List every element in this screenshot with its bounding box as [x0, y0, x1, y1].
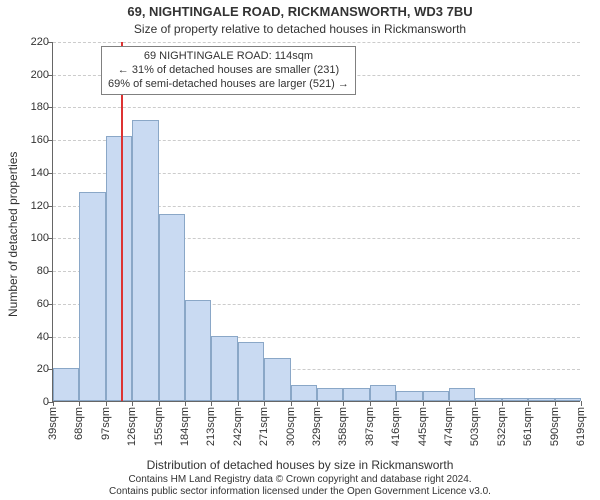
y-tick-label: 140: [31, 167, 53, 179]
x-tick-label: 155sqm: [153, 401, 165, 446]
x-axis-label: Distribution of detached houses by size …: [0, 458, 600, 472]
y-tick-label: 180: [31, 101, 53, 113]
x-tick-label: 445sqm: [417, 401, 429, 446]
x-tick-label: 213sqm: [205, 401, 217, 446]
annotation-line: ← 31% of detached houses are smaller (23…: [108, 64, 349, 78]
x-tick-label: 329sqm: [311, 401, 323, 446]
histogram-bar: [238, 342, 264, 401]
subject-property-marker: [121, 42, 123, 401]
x-tick-label: 561sqm: [522, 401, 534, 446]
chart-subtitle: Size of property relative to detached ho…: [0, 22, 600, 36]
annotation-box: 69 NIGHTINGALE ROAD: 114sqm← 31% of deta…: [101, 46, 356, 95]
x-tick-label: 358sqm: [337, 401, 349, 446]
x-tick-label: 97sqm: [100, 401, 112, 440]
histogram-bar: [53, 368, 79, 401]
y-tick-label: 40: [37, 331, 53, 343]
histogram-bar: [291, 385, 317, 401]
y-tick-label: 80: [37, 265, 53, 277]
histogram-bar: [79, 192, 105, 401]
histogram-bar: [396, 391, 422, 401]
footer: Contains HM Land Registry data © Crown c…: [0, 474, 600, 497]
y-tick-label: 20: [37, 363, 53, 375]
x-tick-label: 532sqm: [496, 401, 508, 446]
histogram-bar: [132, 120, 158, 401]
histogram-bar: [370, 385, 396, 401]
y-tick-label: 100: [31, 232, 53, 244]
x-tick-label: 126sqm: [126, 401, 138, 446]
x-tick-label: 503sqm: [469, 401, 481, 446]
histogram-bar: [449, 388, 475, 401]
x-tick-label: 300sqm: [285, 401, 297, 446]
x-tick-label: 590sqm: [549, 401, 561, 446]
histogram-bar: [423, 391, 449, 401]
x-tick-label: 68sqm: [73, 401, 85, 440]
footer-line-2: Contains public sector information licen…: [0, 486, 600, 498]
annotation-line: 69% of semi-detached houses are larger (…: [108, 78, 349, 92]
histogram-bar: [159, 214, 185, 401]
histogram-bar: [317, 388, 343, 401]
x-tick-label: 387sqm: [364, 401, 376, 446]
x-tick-label: 619sqm: [575, 401, 587, 446]
x-tick-label: 242sqm: [232, 401, 244, 446]
x-tick-label: 474sqm: [443, 401, 455, 446]
x-tick-label: 184sqm: [179, 401, 191, 446]
x-tick-label: 39sqm: [47, 401, 59, 440]
x-tick-label: 416sqm: [390, 401, 402, 446]
y-tick-label: 220: [31, 36, 53, 48]
gridline: [53, 107, 580, 108]
gridline: [53, 42, 580, 43]
x-tick-label: 271sqm: [258, 401, 270, 446]
chart-title: 69, NIGHTINGALE ROAD, RICKMANSWORTH, WD3…: [0, 4, 600, 19]
footer-line-1: Contains HM Land Registry data © Crown c…: [0, 474, 600, 486]
annotation-line: 69 NIGHTINGALE ROAD: 114sqm: [108, 50, 349, 64]
histogram-bar: [343, 388, 369, 401]
histogram-bar: [264, 358, 290, 401]
y-tick-label: 200: [31, 69, 53, 81]
y-tick-label: 120: [31, 200, 53, 212]
plot-area: 02040608010012014016018020022039sqm68sqm…: [52, 42, 580, 402]
y-tick-label: 60: [37, 298, 53, 310]
y-tick-label: 160: [31, 134, 53, 146]
histogram-bar: [211, 336, 237, 401]
histogram-bar: [185, 300, 211, 401]
histogram-bar: [106, 136, 132, 401]
y-axis-label: Number of detached properties: [6, 152, 20, 317]
